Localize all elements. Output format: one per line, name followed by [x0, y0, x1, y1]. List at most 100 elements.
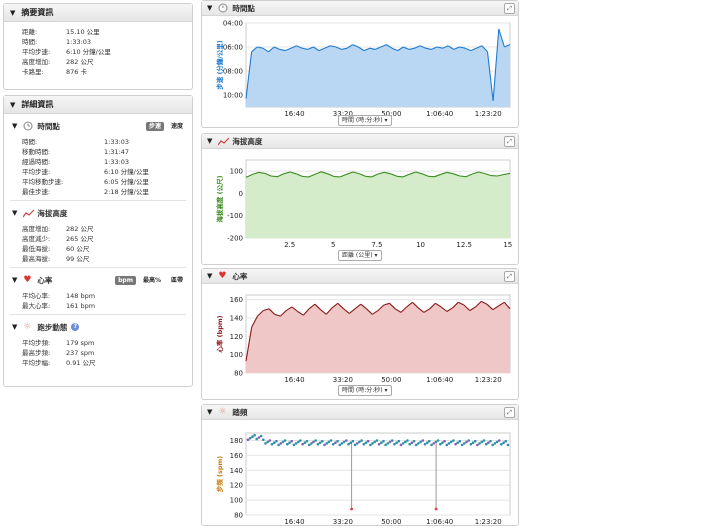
data-point: [463, 442, 466, 445]
max-percent-button[interactable]: 最高%: [140, 276, 164, 285]
data-point: [264, 442, 267, 445]
elevation-section-header[interactable]: ▼ 海拔高度: [10, 206, 186, 220]
data-point: [367, 440, 370, 443]
data-point: [373, 441, 376, 444]
x-tick-label: 1:23:20: [475, 110, 502, 118]
elevation-x-axis-select[interactable]: 距離 (公里) ▾: [338, 250, 382, 261]
data-point: [280, 442, 283, 445]
info-label: 最高步頻:: [22, 348, 66, 358]
expand-icon[interactable]: ⤢: [504, 407, 515, 418]
collapse-triangle-icon[interactable]: ▼: [12, 209, 17, 217]
collapse-triangle-icon[interactable]: ▼: [12, 122, 17, 130]
data-point: [349, 441, 352, 444]
y-tick-label: 140: [230, 314, 243, 322]
info-value: 99 公尺: [66, 254, 89, 264]
data-point: [389, 441, 392, 444]
timing-section-header[interactable]: ▼ 時間點 步速 速度: [10, 119, 186, 133]
x-tick-label: 12.5: [456, 241, 472, 249]
info-row: 最佳步速:2:18 分鐘/公里: [22, 187, 186, 197]
y-tick-label: 0: [239, 190, 243, 198]
data-point: [328, 441, 331, 444]
cadence-section-header[interactable]: ▼ ☼ 跑步動態 ?: [10, 320, 186, 334]
info-label: 最高海拔:: [22, 254, 66, 264]
info-row: 最大心率:161 bpm: [22, 301, 186, 311]
help-icon[interactable]: ?: [71, 323, 79, 331]
data-point: [470, 443, 473, 446]
info-label: 時間:: [22, 137, 104, 147]
info-label: 移動時間:: [22, 147, 104, 157]
cadence-chart-header[interactable]: ▼☼踏頻: [202, 405, 518, 420]
data-point: [498, 439, 501, 442]
expand-icon[interactable]: ⤢: [504, 136, 515, 147]
info-label: 平均步速:: [22, 167, 104, 177]
data-point: [354, 444, 357, 447]
data-point: [247, 438, 250, 441]
data-point: [319, 441, 322, 444]
info-value: 60 公尺: [66, 244, 89, 254]
data-point: [288, 441, 291, 444]
collapse-triangle-icon[interactable]: ▼: [10, 101, 15, 109]
info-label: 卡路里:: [22, 67, 66, 77]
expand-icon[interactable]: ⤢: [504, 271, 515, 282]
data-point: [332, 443, 335, 446]
info-label: 平均移動步速:: [22, 177, 104, 187]
data-point: [465, 441, 468, 444]
data-point: [424, 443, 427, 446]
clock-icon: [218, 3, 228, 13]
elevation-chart-header[interactable]: ▼海拔高度: [202, 134, 518, 149]
info-label: 最佳步速:: [22, 187, 104, 197]
elevation-title: 海拔高度: [37, 208, 67, 219]
pace-x-axis-select[interactable]: 時間 (時:分:秒) ▾: [338, 115, 392, 126]
x-tick-label: 16:40: [284, 518, 304, 526]
collapse-triangle-icon[interactable]: ▼: [12, 323, 17, 331]
info-label: 平均步頻:: [22, 338, 66, 348]
data-point: [295, 442, 298, 445]
y-tick-label: 140: [230, 467, 243, 475]
data-point: [336, 440, 339, 443]
data-point: [402, 442, 405, 445]
zone-button[interactable]: 區帶: [168, 276, 186, 285]
details-header[interactable]: ▼詳細資訊: [4, 96, 192, 114]
info-value: 6:05 分鐘/公里: [104, 177, 149, 187]
data-point: [330, 439, 333, 442]
data-point: [494, 442, 497, 445]
info-row: 平均步頻:179 spm: [22, 338, 186, 348]
series-line-segment: [397, 176, 403, 177]
heart-section-header[interactable]: ▼ ♥ 心率 bpm 最高% 區帶: [10, 273, 186, 287]
data-point: [312, 441, 315, 444]
data-point: [323, 444, 326, 447]
data-point: [341, 442, 344, 445]
heart-icon: ♥: [218, 271, 228, 281]
info-label: 平均步速:: [22, 47, 66, 57]
info-value: 1:31:47: [104, 147, 129, 157]
series-line-segment: [365, 176, 371, 177]
data-point: [400, 444, 403, 447]
expand-icon[interactable]: ⤢: [504, 3, 515, 14]
data-point: [308, 444, 311, 447]
data-point: [350, 508, 353, 511]
y-tick-label: -100: [227, 212, 243, 220]
y-tick-label: 06:00: [223, 44, 243, 52]
heart-chart-header[interactable]: ▼♥心率: [202, 269, 518, 284]
data-point: [467, 439, 470, 442]
summary-header[interactable]: ▼摘要資訊: [4, 4, 192, 22]
x-tick-label: 15: [503, 241, 512, 249]
pace-toggle-button[interactable]: 步速: [146, 122, 164, 131]
speed-toggle-button[interactable]: 速度: [168, 122, 186, 131]
heart-x-axis-select[interactable]: 時間 (時:分:秒) ▾: [338, 385, 392, 396]
pace-chart-header[interactable]: ▼時間點: [202, 1, 518, 16]
info-value: 15.10 公里: [66, 27, 100, 37]
data-point: [360, 439, 363, 442]
info-value: 161 bpm: [66, 301, 95, 311]
collapse-triangle-icon[interactable]: ▼: [12, 276, 17, 284]
bpm-button[interactable]: bpm: [115, 276, 136, 285]
data-point: [474, 440, 477, 443]
info-value: 2:18 分鐘/公里: [104, 187, 149, 197]
info-label: 平均步幅:: [22, 358, 66, 368]
collapse-triangle-icon[interactable]: ▼: [10, 9, 15, 17]
